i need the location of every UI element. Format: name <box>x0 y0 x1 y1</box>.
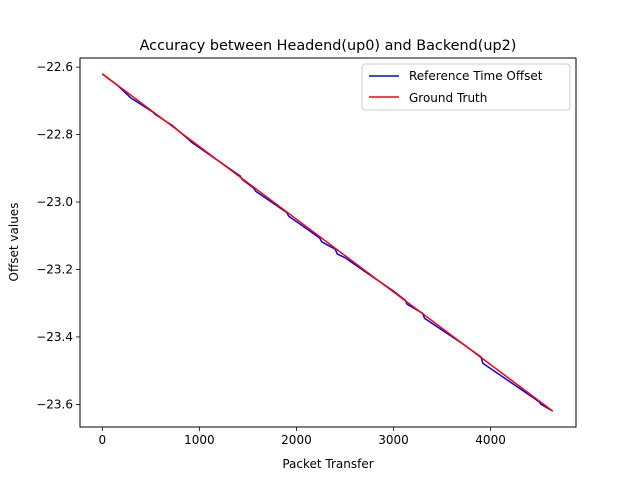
legend-label-reference-time-offset: Reference Time Offset <box>409 69 543 83</box>
y-tick-label: −23.4 <box>36 330 73 344</box>
x-tick-label: 0 <box>99 433 107 447</box>
y-axis: −22.6 −22.8 −23.0 −23.2 −23.4 −23.6 <box>36 60 80 411</box>
x-axis-label: Packet Transfer <box>282 457 373 471</box>
chart-title: Accuracy between Headend(up0) and Backen… <box>140 38 517 54</box>
y-tick-label: −22.8 <box>36 128 73 142</box>
legend: Reference Time Offset Ground Truth <box>361 63 571 111</box>
y-tick-label: −22.6 <box>36 60 73 74</box>
plot-area <box>101 73 554 412</box>
x-tick-label: 4000 <box>475 433 506 447</box>
y-tick-label: −23.0 <box>36 195 73 209</box>
legend-label-ground-truth: Ground Truth <box>409 91 487 105</box>
y-tick-label: −23.6 <box>36 397 73 411</box>
legend-box <box>361 63 571 111</box>
x-tick-label: 3000 <box>378 433 409 447</box>
series-line-ground-truth <box>101 73 554 412</box>
x-tick-label: 1000 <box>184 433 215 447</box>
axes-frame <box>79 57 577 428</box>
x-axis: 0 1000 2000 3000 4000 <box>99 427 506 447</box>
y-axis-label: Offset values <box>7 203 21 282</box>
x-tick-label: 2000 <box>281 433 312 447</box>
y-tick-label: −23.2 <box>36 262 73 276</box>
